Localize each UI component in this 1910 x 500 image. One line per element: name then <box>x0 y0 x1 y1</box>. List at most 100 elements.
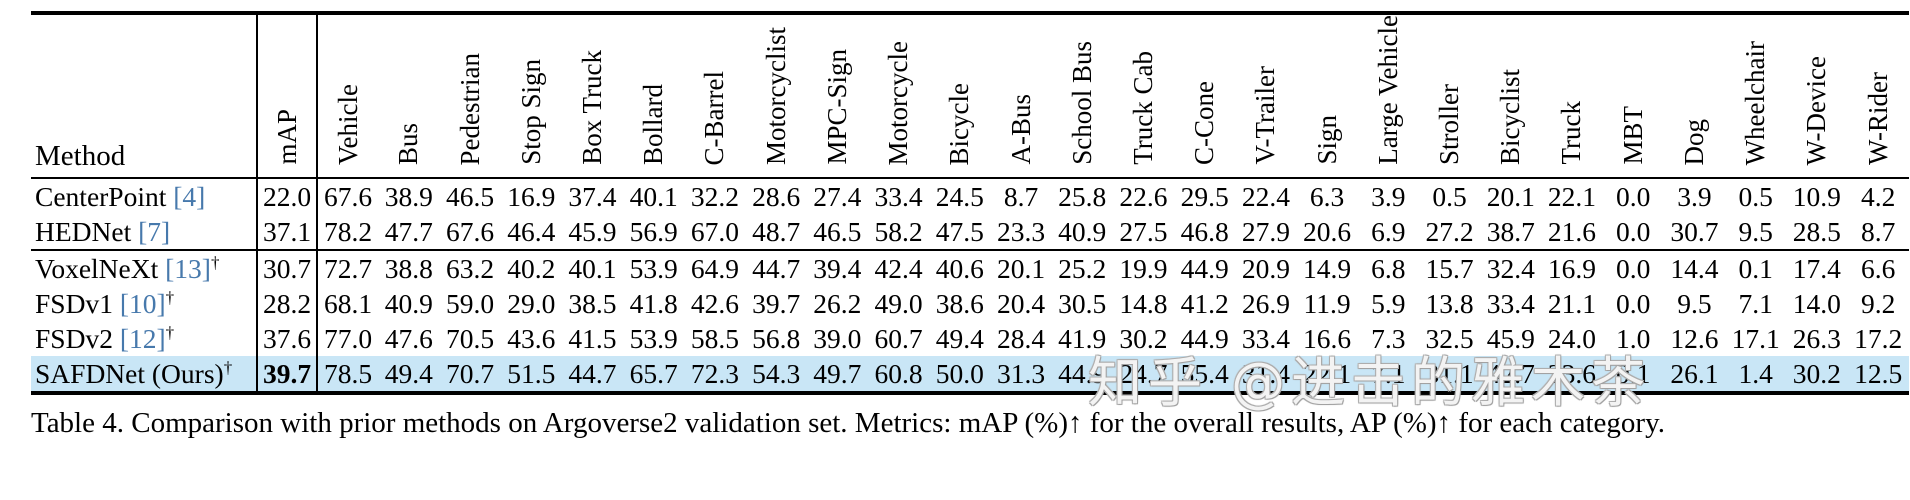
column-header-label: mAP <box>271 109 302 165</box>
ap-cell: 32.2 <box>690 181 739 212</box>
ap-cell: 20.4 <box>996 288 1046 319</box>
ap-cell: 9.5 <box>1677 288 1712 319</box>
ap-cell: 24.7 <box>1112 356 1175 393</box>
ap-cell: 16.9 <box>507 181 556 212</box>
ap-cell: 40.2 <box>500 249 562 286</box>
column-header: V-Trailer <box>1235 13 1297 179</box>
ap-cell: 38.5 <box>568 288 617 319</box>
ap-cell: 14.8 <box>1119 288 1168 319</box>
ap-cell: 37.4 <box>568 181 617 212</box>
ap-cell: 31.3 <box>990 356 1052 393</box>
column-header: C-Cone <box>1174 13 1236 179</box>
citation-link[interactable]: [12] <box>119 323 166 354</box>
ap-cell: 33.4 <box>874 181 923 212</box>
column-header-label: Bus <box>393 122 424 165</box>
ap-cell: 58.2 <box>874 216 923 247</box>
ap-cell: 42.6 <box>690 288 739 319</box>
column-header: Stroller <box>1418 13 1481 179</box>
ap-cell: 17.4 <box>1786 249 1848 286</box>
ap-cell: 9.2 <box>1861 288 1896 319</box>
table-row: FSDv2 [12]† 37.6 77.0 47.6 70.5 43.6 41.5 53.9 5… <box>31 321 1909 356</box>
ap-cell: 38.7 <box>1486 216 1535 247</box>
ap-cell: 15.7 <box>1418 249 1481 286</box>
ap-cell: 50.0 <box>929 356 991 393</box>
method-name: SAFDNet (Ours) <box>35 358 224 389</box>
ap-cell: 45.9 <box>568 216 617 247</box>
column-header: C-Barrel <box>684 13 746 179</box>
column-header-label: Truck Cab <box>1127 51 1158 165</box>
ap-cell: 20.9 <box>1235 249 1297 286</box>
ap-cell: 77.0 <box>324 323 373 354</box>
ap-cell: 64.9 <box>684 249 746 286</box>
ap-cell: 78.5 <box>317 356 379 393</box>
ap-cell: 9.5 <box>1738 216 1773 247</box>
ap-cell: 55.4 <box>1174 356 1236 393</box>
ap-cell: 23.3 <box>996 216 1046 247</box>
ap-cell: 41.5 <box>568 323 617 354</box>
method-name: FSDv2 <box>35 323 113 354</box>
citation-link[interactable]: [10] <box>119 288 166 319</box>
ap-cell: 6.3 <box>1309 181 1345 212</box>
column-header-label: Sign <box>1311 115 1342 165</box>
ap-cell: 44.7 <box>561 356 624 393</box>
column-header: Motorcyclist <box>745 13 807 179</box>
table-row: HEDNet [7] 37.1 78.2 47.7 67.6 46.4 45.9 56.9 67… <box>31 214 1909 250</box>
map-cell: 28.2 <box>257 286 318 321</box>
ap-cell: 33.4 <box>1486 288 1535 319</box>
ap-cell: 31.1 <box>1418 356 1481 393</box>
ap-cell: 0.1 <box>1602 356 1664 393</box>
column-header-label: Truck <box>1556 101 1587 165</box>
ap-cell: 60.8 <box>867 356 930 393</box>
map-cell: 39.7 <box>257 356 318 393</box>
ap-cell: 7.1 <box>1738 288 1773 319</box>
table-row: FSDv1 [10]† 28.2 68.1 40.9 59.0 29.0 38.5 41.8 4… <box>31 286 1909 321</box>
ap-cell: 7.1 <box>1357 356 1419 393</box>
ap-cell: 72.3 <box>684 356 746 393</box>
ap-cell: 28.5 <box>1792 216 1841 247</box>
ap-cell: 20.1 <box>990 249 1052 286</box>
ap-cell: 11.9 <box>1303 288 1351 319</box>
ap-cell: 32.5 <box>1425 323 1474 354</box>
ap-cell: 4.2 <box>1861 181 1896 212</box>
map-cell: 30.7 <box>257 249 318 286</box>
ap-cell: 46.8 <box>1180 216 1229 247</box>
ap-cell: 10.9 <box>1792 181 1841 212</box>
ap-cell: 22.4 <box>1241 181 1290 212</box>
ap-cell: 22.1 <box>1547 181 1597 212</box>
ap-cell: 26.9 <box>1241 288 1290 319</box>
ap-cell: 13.8 <box>1425 288 1474 319</box>
ap-cell: 53.9 <box>623 249 685 286</box>
column-header-label: MBT <box>1617 106 1648 165</box>
ap-cell: 25.2 <box>1051 249 1113 286</box>
ap-cell: 14.0 <box>1792 288 1841 319</box>
dagger-marker: † <box>223 357 233 377</box>
ap-cell: 1.4 <box>1725 356 1787 393</box>
ap-cell: 20.1 <box>1486 181 1535 212</box>
ap-cell: 67.0 <box>690 216 739 247</box>
ap-cell: 16.9 <box>1541 249 1603 286</box>
ap-cell: 44.9 <box>1174 249 1236 286</box>
citation-link[interactable]: [13] <box>165 253 211 284</box>
ap-cell: 42.7 <box>1480 356 1542 393</box>
ap-cell: 14.4 <box>1663 249 1726 286</box>
ap-cell: 16.6 <box>1303 323 1352 354</box>
column-header-label: A-Bus <box>1005 94 1036 165</box>
column-header: Bus <box>378 13 440 179</box>
ap-cell: 41.8 <box>629 288 678 319</box>
ap-cell: 6.6 <box>1847 249 1909 286</box>
ap-cell: 0.1 <box>1725 249 1787 286</box>
ap-cell: 17.2 <box>1854 323 1903 354</box>
ap-cell: 30.2 <box>1786 356 1848 393</box>
ap-cell: 51.5 <box>500 356 562 393</box>
citation-link[interactable]: [4] <box>173 181 206 212</box>
ap-cell: 27.9 <box>1241 216 1290 247</box>
ap-cell: 47.6 <box>384 323 433 354</box>
method-cell: VoxelNeXt [13]† <box>31 249 258 286</box>
method-cell: HEDNet [7] <box>31 214 258 250</box>
method-cell: SAFDNet (Ours)† <box>31 356 258 393</box>
citation-link[interactable]: [7] <box>138 216 171 247</box>
ap-cell: 70.5 <box>445 323 495 354</box>
dagger-marker: † <box>165 322 175 342</box>
ap-cell: 65.7 <box>623 356 685 393</box>
ap-cell: 26.3 <box>1792 323 1841 354</box>
